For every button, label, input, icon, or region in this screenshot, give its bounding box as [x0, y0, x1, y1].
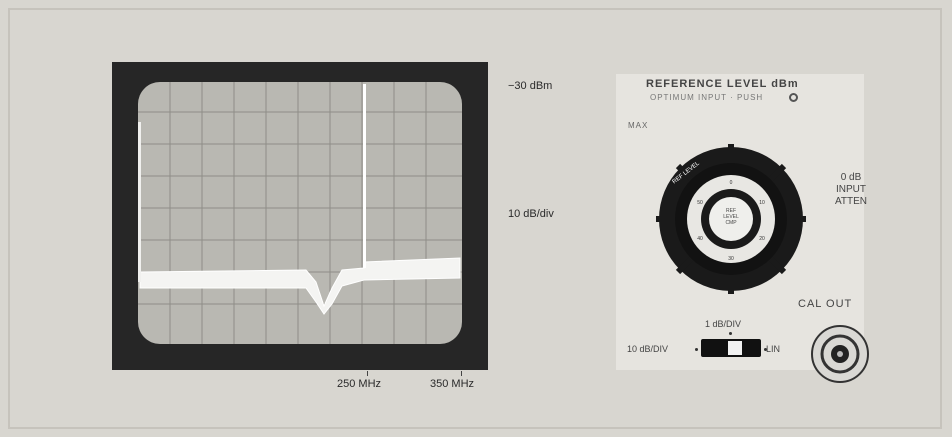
tick-250: [367, 371, 368, 376]
reference-level-label: −30 dBm: [508, 80, 553, 92]
dial-center-line3: CMP: [725, 220, 737, 226]
atten-line3: ATTEN: [834, 196, 868, 207]
switch-knob[interactable]: [728, 341, 742, 355]
atten-line1: 0 dB: [840, 172, 862, 183]
freq-marker-350: 350 MHz: [430, 378, 475, 390]
svg-text:40: 40: [697, 236, 703, 242]
freq-marker-250: 250 MHz: [337, 378, 382, 390]
panel-subtitle: OPTIMUM INPUT · PUSH: [650, 93, 764, 102]
max-label: MAX: [628, 121, 649, 130]
panel-title: REFERENCE LEVEL dBm: [646, 78, 799, 90]
svg-text:10: 10: [759, 200, 765, 206]
control-panel: REFERENCE LEVEL dBm OPTIMUM INPUT · PUSH…: [616, 74, 869, 383]
scale-slide-switch[interactable]: [701, 339, 761, 357]
switch-lin-label: LIN: [766, 344, 781, 354]
switch-left-dot: [695, 348, 698, 351]
dial-center-line2: LEVEL: [723, 214, 739, 220]
tick-350: [461, 371, 462, 376]
scale-label: 10 dB/div: [508, 208, 554, 220]
spectrum-analyzer-display: [112, 62, 488, 370]
atten-line2: INPUT: [836, 184, 866, 195]
push-indicator-icon: [789, 93, 798, 102]
switch-right-dot: [764, 348, 767, 351]
cal-out-label: CAL OUT: [798, 298, 853, 310]
switch-1db-label: 1 dB/DIV: [705, 319, 742, 329]
svg-text:30: 30: [728, 256, 734, 262]
reference-level-knob[interactable]: 0 10 20 30 40 50 REF LEVEL CMP REF LEVEL: [656, 144, 806, 294]
svg-text:20: 20: [759, 236, 765, 242]
signal-spike: [363, 84, 366, 268]
svg-text:50: 50: [697, 200, 703, 206]
svg-text:0: 0: [730, 180, 733, 186]
figure-frame: [8, 8, 942, 429]
dial-center-line1: REF: [726, 208, 736, 214]
cal-out-connector-icon[interactable]: [810, 324, 870, 384]
crt-graticule: [138, 82, 462, 344]
switch-top-dot: [729, 332, 732, 335]
crt-screen: [138, 82, 462, 344]
noise-floor-trace: [139, 257, 461, 315]
input-atten-label: 0 dB INPUT ATTEN: [834, 172, 868, 208]
switch-10db-label: 10 dB/DIV: [627, 344, 669, 354]
